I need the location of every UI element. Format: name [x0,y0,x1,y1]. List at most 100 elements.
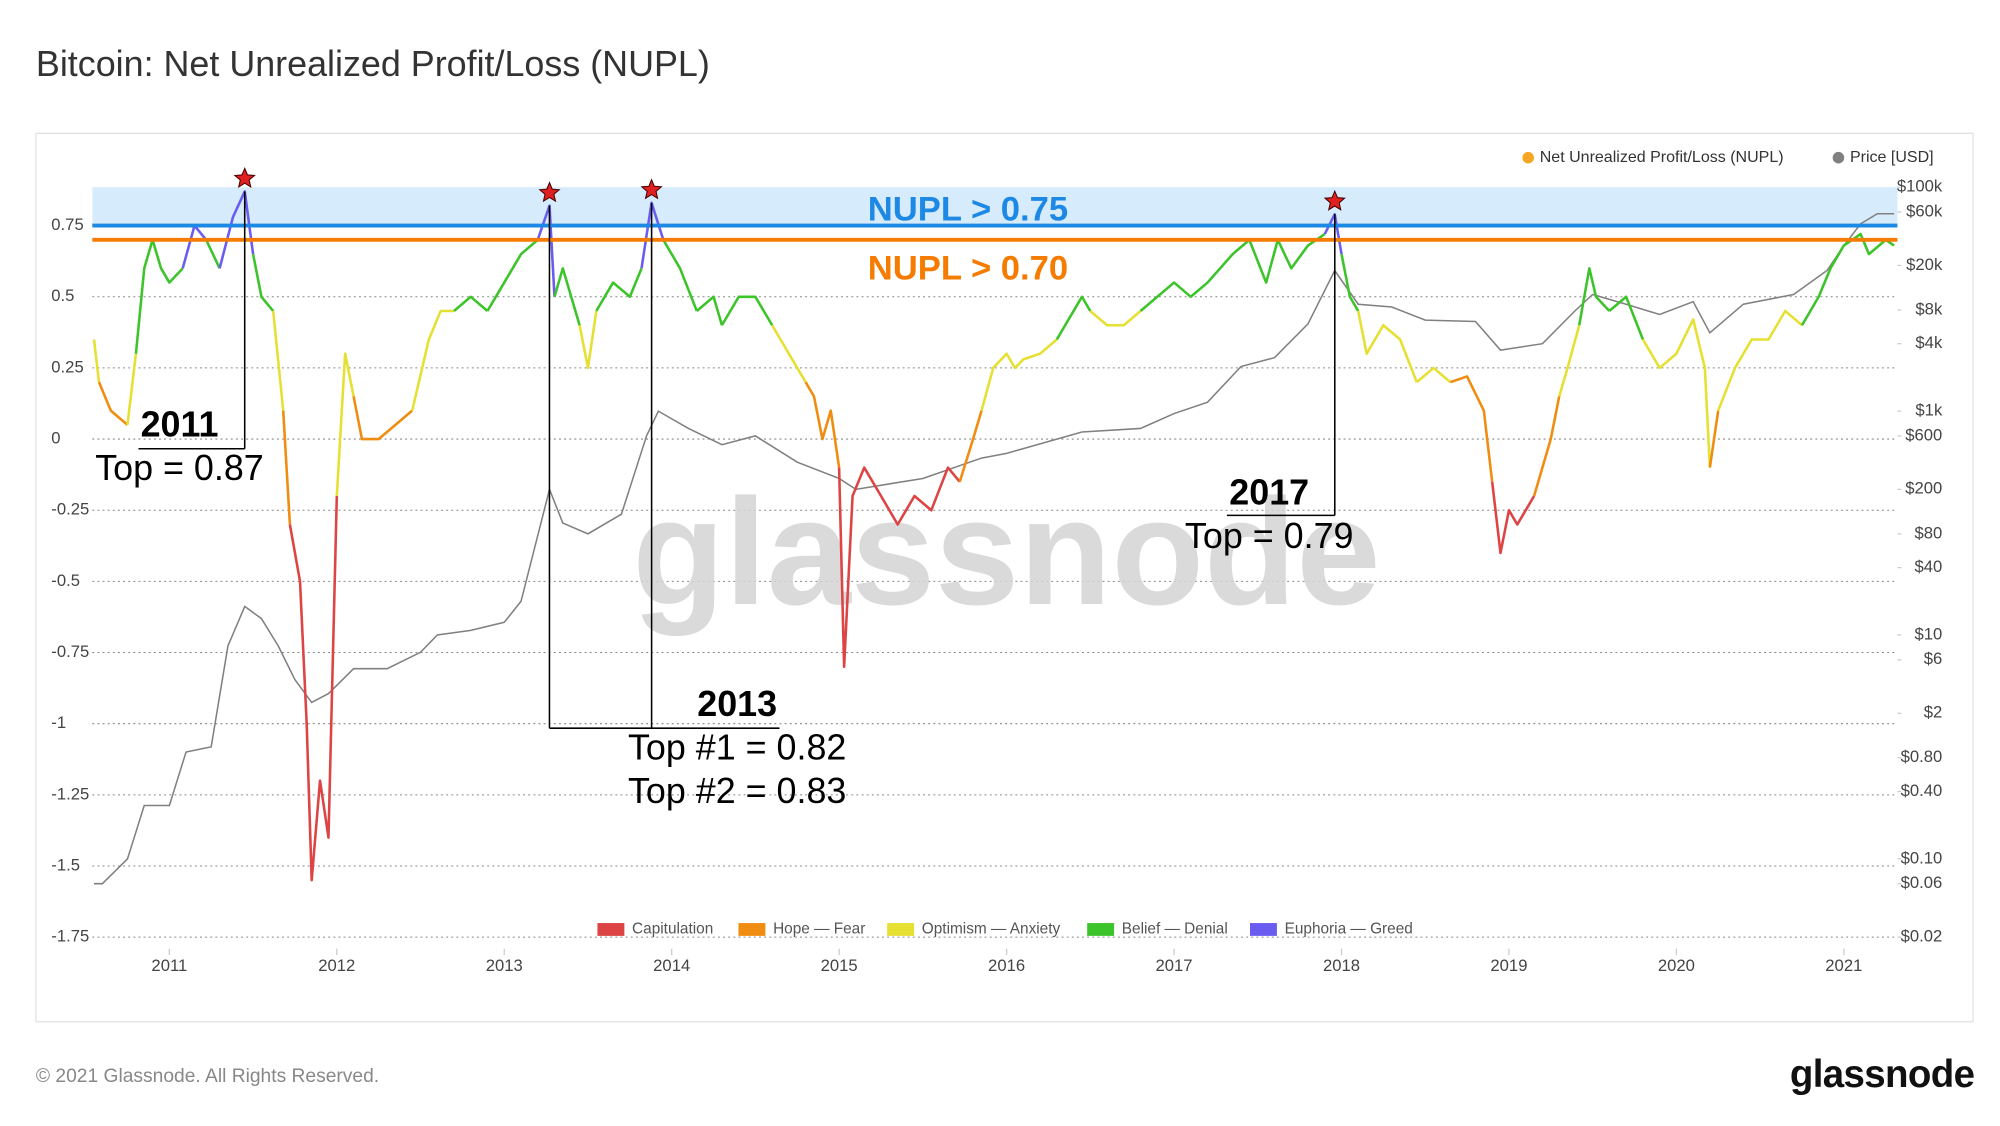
annotation-label: Top = 0.87 [95,448,264,488]
annotation-title: 2011 [141,404,219,444]
y-tick-label: 0 [51,428,60,447]
annotation-title: 2013 [697,684,777,724]
annotation-title: 2017 [1229,472,1309,512]
zone-swatch [1249,923,1277,936]
annotation-label: Top #1 = 0.82 [628,727,846,767]
y2-tick-label: $0.06 [1901,873,1943,892]
nupl-line [1716,309,1803,412]
zone-swatch [597,923,625,936]
x-tick-label: 2011 [151,956,187,975]
x-tick-label: 2013 [486,956,523,975]
y-tick-label: -0.5 [51,571,80,590]
y-tick-label: -1 [51,713,66,732]
y-tick-label: -1.75 [51,927,89,946]
y2-tick-label: $60k [1906,201,1943,220]
nupl-line [453,295,489,312]
logo: glassnode [1790,1053,1975,1096]
nupl-line [288,495,339,882]
nupl-line [1055,295,1092,341]
nupl-line [410,309,454,411]
y2-tick-label: $0.40 [1901,781,1943,800]
nupl-line [1415,366,1452,384]
y-tick-label: -1.25 [51,784,89,803]
y2-tick-label: $40 [1914,557,1942,576]
y-tick-label: 0.5 [51,286,74,305]
zone-swatch [887,923,915,936]
nupl-line [695,295,724,326]
x-tick-label: 2017 [1156,956,1193,975]
y2-tick-label: $1k [1915,400,1943,419]
nupl-line [804,381,841,468]
y-tick-label: -1.5 [51,855,80,874]
zone-label: Belief — Denial [1122,921,1228,938]
nupl-line [553,267,581,326]
y2-tick-label: $0.02 [1901,927,1943,946]
zone-label: Hope — Fear [773,921,865,938]
nupl-line [134,238,184,354]
y2-tick-label: $80 [1914,523,1942,542]
nupl-line [578,310,598,370]
nupl-line [1449,375,1494,482]
legend-swatch [1522,151,1534,164]
nupl-line [1608,295,1645,340]
threshold-label: NUPL > 0.70 [868,250,1068,288]
nupl-line [1577,267,1611,326]
nupl-line [1557,324,1581,397]
nupl-line [126,353,138,426]
threshold-label: NUPL > 0.75 [868,191,1068,229]
plot: 0.75 0.5 0.25 0 -0.25 -0.5 -0.75 -1 -1.25 -1.5 -1.… [51,148,1943,975]
nupl-line [536,204,556,297]
x-tick-label: 2019 [1490,956,1527,975]
nupl-line [281,410,292,525]
nupl-line [1708,410,1720,468]
zone-label: Optimism — Anxiety [922,921,1061,938]
x-tick-label: 2020 [1658,956,1695,975]
y2-tick-label: $100k [1897,177,1943,196]
y-tick-label: 0.75 [51,215,83,234]
x-tick-label: 2021 [1825,956,1862,975]
nupl-line [335,352,355,497]
x-tick-label: 2014 [653,956,690,975]
y-tick-label: -0.25 [51,500,89,519]
nupl-line [720,295,774,326]
legend-label: Net Unrealized Profit/Loss (NUPL) [1540,148,1784,166]
top-marker [640,178,663,200]
y2-tick-label: $0.80 [1901,747,1943,766]
nupl-line [352,396,414,441]
watermark: glassnode [632,468,1380,637]
annotation-label: Top = 0.79 [1185,516,1354,556]
nupl-line [97,381,129,426]
nupl-line [662,239,698,312]
annotation-label: Top #2 = 0.83 [628,771,846,811]
y2-tick-label: $0.10 [1901,848,1943,867]
x-tick-label: 2015 [821,956,858,975]
y-tick-label: 0.25 [51,357,83,376]
nupl-line [1089,310,1142,327]
nupl-line [837,466,961,669]
nupl-line [271,310,285,411]
nupl-line [958,410,983,483]
copyright: © 2021 Glassnode. All Rights Reserved. [36,1066,379,1087]
legend-swatch [1832,151,1845,164]
nupl-line [771,324,807,383]
top-marker [1323,189,1346,211]
top-marker [538,181,561,203]
zone-label: Euphoria — Greed [1285,921,1413,938]
y2-tick-label: $20k [1906,255,1943,274]
nupl-line [595,267,643,312]
y-tick-label: -0.75 [51,642,89,661]
nupl-line [1490,481,1536,555]
nupl-line [251,253,275,312]
zone-swatch [738,923,766,936]
nupl-line [980,338,1058,411]
x-tick-label: 2012 [318,956,355,975]
nupl-line [92,339,101,383]
y2-tick-label: $600 [1905,425,1942,444]
zone-swatch [1087,923,1115,936]
nupl-line [218,190,255,269]
y2-tick-label: $200 [1905,479,1942,498]
nupl-line [1340,253,1360,312]
nupl-line [1532,396,1561,497]
